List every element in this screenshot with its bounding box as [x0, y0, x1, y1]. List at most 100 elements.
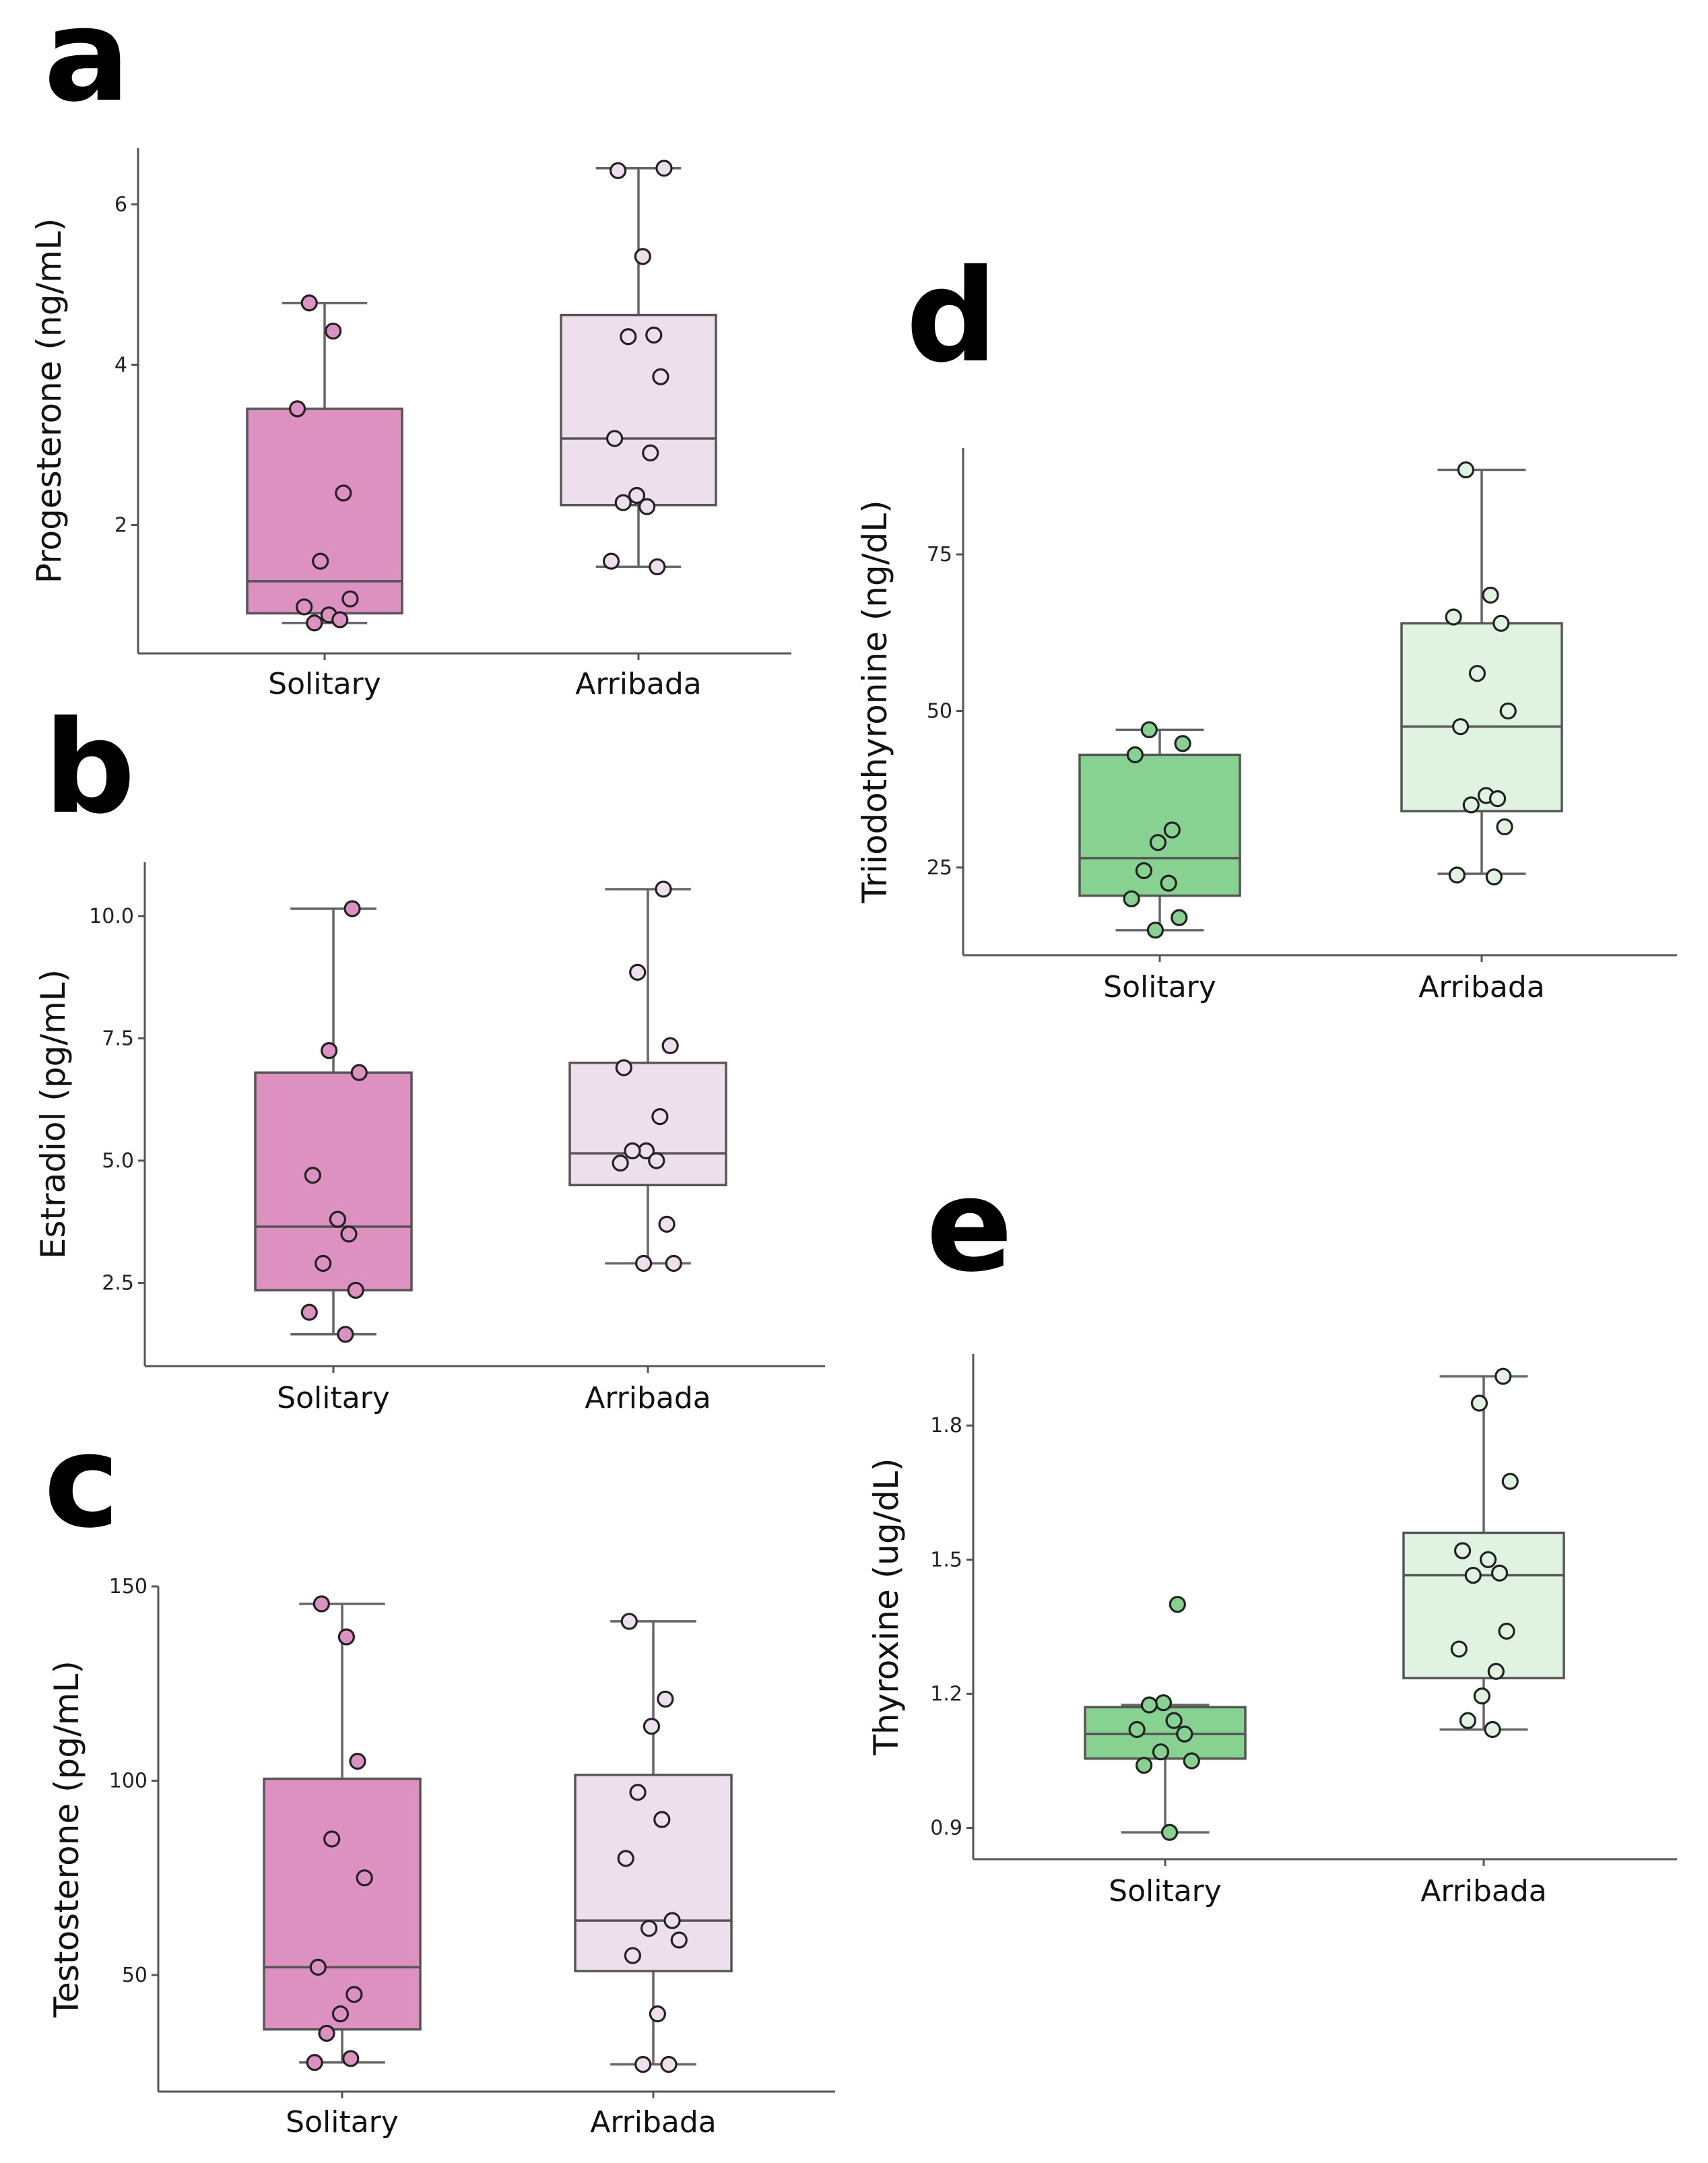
data-point [1152, 1743, 1170, 1761]
data-point [628, 486, 646, 505]
data-point [1160, 874, 1177, 892]
group-arribada: Arribada [574, 1613, 733, 2139]
data-point [1462, 796, 1480, 814]
data-point [620, 1613, 638, 1630]
data-point [1451, 718, 1470, 736]
data-point [1448, 866, 1466, 884]
panel-letter-e: e [926, 1151, 1013, 1300]
data-point [1174, 735, 1191, 752]
data-point [614, 494, 632, 511]
data-point [350, 1064, 368, 1081]
data-point [645, 326, 663, 344]
data-point [313, 1595, 330, 1613]
panel-a: 2 4 6 Progesterone (ng/mL) Solitary Arribada [30, 148, 791, 701]
data-point [1169, 1596, 1186, 1613]
y-tick-label: 50 [927, 699, 952, 723]
data-point [1445, 608, 1462, 626]
group-solitary: Solitary [1084, 1596, 1247, 1908]
x-category-label: Arribada [1420, 1874, 1547, 1908]
data-point [288, 400, 306, 418]
data-point [346, 1986, 363, 2003]
data-point [649, 558, 666, 576]
data-point [1183, 1752, 1200, 1770]
data-point [329, 1210, 346, 1228]
data-point [624, 1947, 641, 1964]
group-arribada: Arribada [1400, 461, 1563, 1004]
data-point [1459, 1712, 1477, 1729]
panel-b: 2.5 5.0 7.5 10.0 Estradiol (pg/mL) Solitary Ar… [34, 862, 825, 1415]
y-axis-title: Estradiol (pg/mL) [34, 969, 73, 1259]
panel-letter-a: a [44, 0, 130, 130]
data-point [1484, 1720, 1501, 1739]
data-point [635, 1254, 653, 1272]
data-point [347, 1281, 364, 1299]
data-point [658, 1215, 676, 1233]
panel-c: 50 100 150 Testosterone (pg/mL) Solitary Arri… [47, 1575, 835, 2139]
y-tick-label: 75 [927, 543, 952, 567]
data-point [349, 1753, 366, 1770]
data-point [1487, 1662, 1505, 1680]
data-point [1496, 818, 1513, 836]
y-tick-label: 7.5 [102, 1027, 134, 1050]
iqr-box [263, 1777, 422, 2031]
y-tick-label: 2 [114, 514, 127, 538]
data-point [652, 368, 669, 385]
group-arribada: Arribada [560, 160, 717, 701]
iqr-box [246, 408, 403, 615]
y-tick-label: 6 [114, 193, 127, 216]
x-category-label: Solitary [1109, 1874, 1222, 1908]
iqr-box [568, 1061, 727, 1187]
x-category-label: Arribada [1418, 970, 1545, 1004]
data-point [1450, 1640, 1468, 1658]
data-point [655, 880, 672, 898]
data-point [670, 1931, 688, 1949]
data-point [1140, 1696, 1158, 1714]
y-tick-label: 50 [122, 1964, 147, 1987]
data-point [1453, 1542, 1472, 1559]
data-point [629, 963, 647, 981]
data-point [1479, 1551, 1497, 1568]
data-point [1468, 665, 1486, 682]
data-point [315, 1254, 332, 1272]
data-point [1171, 909, 1188, 926]
x-category-label: Solitary [286, 2105, 399, 2139]
data-point [1135, 1757, 1153, 1774]
data-point [1160, 1823, 1179, 1841]
y-tick-label: 1.5 [930, 1548, 962, 1572]
data-point [312, 552, 329, 570]
y-axis-title: Testosterone (pg/mL) [47, 1660, 86, 2018]
data-point [343, 900, 361, 917]
y-tick-label: 0.9 [930, 1817, 962, 1840]
data-point [1457, 461, 1475, 479]
data-point [1492, 614, 1510, 632]
data-point [1163, 821, 1181, 839]
group-arribada: Arribada [1402, 1367, 1565, 1908]
data-point [1464, 1566, 1482, 1584]
data-point [1488, 789, 1507, 808]
y-tick-label: 150 [109, 1575, 147, 1599]
y-tick-label: 5.0 [102, 1149, 134, 1173]
data-point [356, 1869, 373, 1887]
data-point [655, 160, 673, 177]
data-point [640, 1920, 658, 1937]
data-point [300, 294, 318, 312]
data-point [642, 444, 659, 461]
data-point [341, 590, 359, 608]
panel-e: 0.9 1.2 1.5 1.8 Thyroxine (ug/dL) Solitary Arr… [867, 1354, 1677, 1908]
data-point [1176, 1725, 1193, 1743]
data-point [615, 1059, 632, 1076]
y-tick-label: 2.5 [102, 1272, 134, 1295]
data-point [1135, 862, 1153, 880]
x-category-label: Solitary [268, 667, 381, 701]
data-point [331, 611, 349, 628]
data-point [620, 328, 637, 346]
iqr-box [574, 1774, 733, 1972]
data-point [648, 1152, 665, 1169]
data-point [318, 2024, 335, 2042]
data-point [665, 1254, 682, 1272]
data-point [304, 1167, 321, 1184]
data-point [660, 2056, 678, 2073]
data-point [300, 1303, 318, 1321]
data-point [331, 2005, 350, 2023]
